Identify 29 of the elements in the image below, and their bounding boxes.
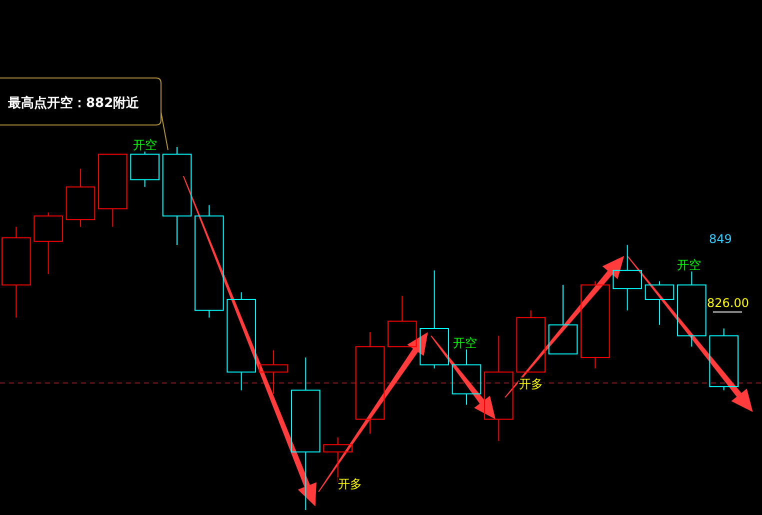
candlestick [194, 204, 224, 318]
candlestick [162, 146, 192, 246]
candlestick [644, 280, 674, 326]
candlestick [612, 244, 642, 311]
candlestick [34, 212, 63, 275]
candlestick [355, 332, 385, 434]
text: 最高点开空：882附近 [7, 95, 140, 111]
annotation: 开空 [453, 336, 477, 350]
annotation: 开多 [338, 477, 362, 491]
candlestick [516, 310, 546, 373]
annotation: 826.00 [707, 296, 749, 310]
candlestick [677, 270, 706, 348]
candlestick [66, 168, 96, 228]
annotation: 开空 [133, 138, 157, 152]
annotation: 开空 [677, 258, 701, 272]
candlestick [226, 292, 256, 391]
candlestick [709, 328, 738, 391]
candlestick [580, 280, 610, 369]
candlestick [420, 270, 449, 369]
annotation: 849 [709, 232, 732, 246]
candlestick [2, 226, 31, 318]
candlestick [388, 295, 417, 348]
candlestick [258, 350, 288, 394]
candlestick [98, 154, 128, 228]
candlestick [291, 357, 320, 510]
candlestick [484, 335, 514, 442]
candlestick [130, 150, 160, 188]
candlestick [548, 284, 578, 354]
annotation: 开多 [519, 377, 543, 391]
